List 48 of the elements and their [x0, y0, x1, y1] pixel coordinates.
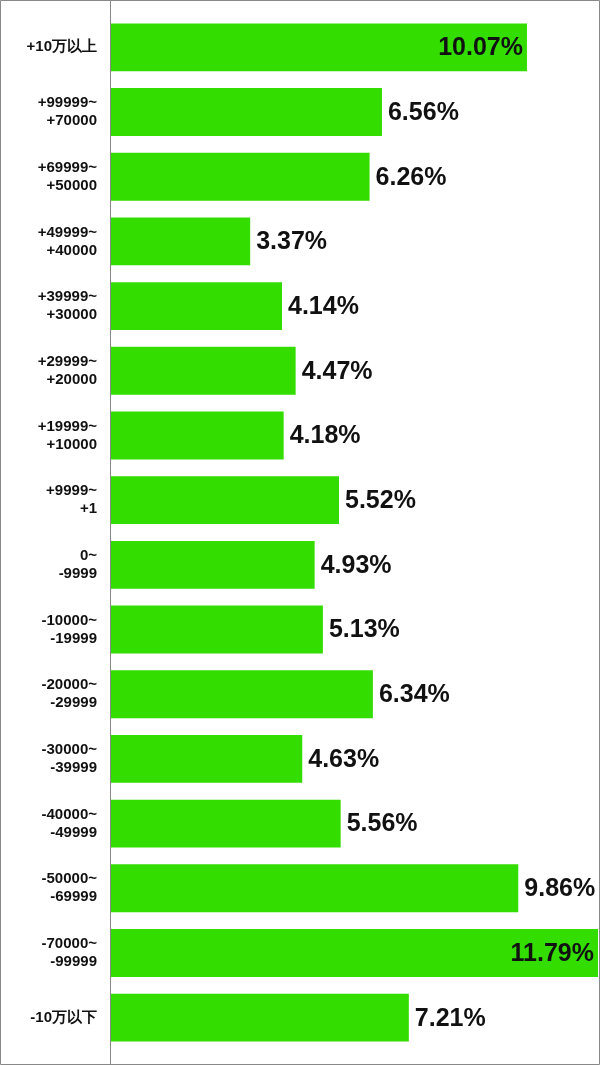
data-label: 6.56% [387, 96, 459, 125]
bar [111, 23, 527, 72]
data-label: 9.86% [524, 873, 596, 902]
data-label: 4.47% [301, 355, 373, 384]
y-tick-label: -50000~ -69999 [41, 869, 98, 905]
data-label: 10.07% [438, 32, 523, 61]
bar [111, 993, 409, 1042]
bar [111, 217, 251, 266]
bar [111, 476, 340, 525]
bar [111, 540, 315, 589]
data-label: 6.26% [375, 161, 447, 190]
y-tick-label: +10万以上 [26, 37, 97, 55]
data-label: 6.34% [378, 679, 450, 708]
y-tick-label: -20000~ -29999 [41, 675, 98, 711]
y-tick-label: 0~ -9999 [58, 545, 98, 581]
data-label: 4.63% [308, 743, 380, 772]
data-label: 5.56% [346, 808, 418, 837]
y-tick-label: -40000~ -49999 [41, 804, 98, 840]
y-tick-label: +99999~ +70000 [37, 93, 98, 129]
data-label: 5.13% [328, 614, 400, 643]
y-tick-label: -30000~ -39999 [41, 740, 98, 776]
y-tick-label: +69999~ +50000 [37, 157, 98, 193]
bar [111, 88, 382, 136]
bar [111, 411, 284, 460]
bar [111, 282, 283, 331]
y-tick-label: +39999~ +30000 [37, 287, 98, 323]
bar [111, 799, 341, 848]
y-tick-label: +9999~ +1 [46, 481, 98, 517]
bar [111, 734, 303, 783]
data-label: 7.21% [414, 1002, 486, 1031]
data-label: 4.14% [288, 290, 359, 319]
y-tick-label: +49999~ +40000 [37, 222, 98, 258]
bar [111, 152, 370, 201]
data-label: 4.93% [320, 549, 392, 578]
data-label: 4.18% [289, 420, 361, 449]
y-tick-label: +19999~ +10000 [37, 416, 98, 452]
data-label: 11.79% [510, 937, 594, 966]
bar [111, 864, 519, 913]
y-tick-label: -70000~ -99999 [41, 934, 98, 970]
data-label: 3.37% [256, 226, 328, 255]
data-label: 5.52% [345, 485, 416, 514]
y-tick-label: -10000~ -19999 [41, 610, 98, 646]
bar [111, 346, 296, 395]
bar [111, 929, 598, 977]
bar [111, 605, 323, 654]
y-tick-label: +29999~ +20000 [37, 351, 98, 387]
bar [111, 670, 373, 719]
y-tick-label: -10万以下 [30, 1007, 97, 1025]
